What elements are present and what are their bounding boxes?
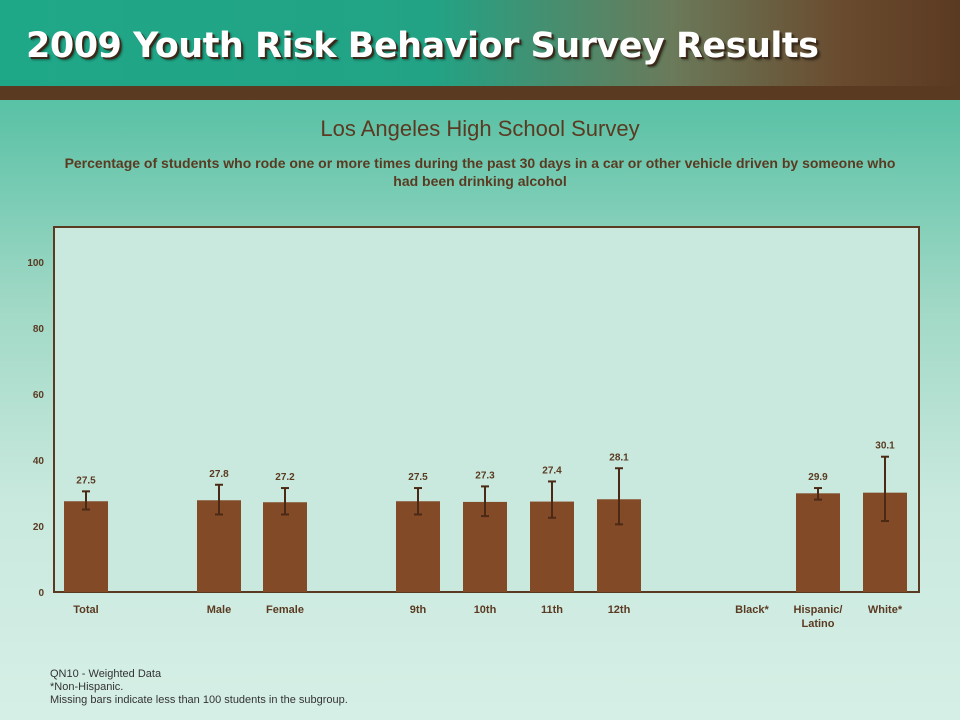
chart-title: Los Angeles High School Survey bbox=[320, 116, 640, 141]
value-label: 27.8 bbox=[209, 469, 229, 480]
bar bbox=[396, 501, 440, 592]
value-label: 28.1 bbox=[609, 452, 629, 463]
header-banner bbox=[0, 0, 960, 86]
value-label: 27.4 bbox=[542, 465, 562, 476]
x-tick-label: Total bbox=[73, 604, 98, 616]
x-tick-label: Hispanic/Latino bbox=[794, 604, 843, 630]
x-tick-label: 12th bbox=[608, 604, 631, 616]
value-label: 27.5 bbox=[76, 475, 96, 486]
y-tick-label: 80 bbox=[33, 324, 45, 335]
footnote-line: Missing bars indicate less than 100 stud… bbox=[50, 694, 348, 706]
header-underline bbox=[0, 86, 960, 100]
footnote-line: QN10 - Weighted Data bbox=[50, 668, 162, 680]
x-tick-label: White* bbox=[868, 604, 903, 616]
y-tick-label: 60 bbox=[33, 390, 45, 401]
x-tick-label: 10th bbox=[474, 604, 497, 616]
x-tick-label: Female bbox=[266, 604, 304, 616]
page-title: 2009 Youth Risk Behavior Survey Results bbox=[26, 26, 819, 66]
bar bbox=[64, 501, 108, 592]
x-tick-label: Black* bbox=[735, 604, 769, 616]
bar bbox=[796, 493, 840, 592]
value-label: 27.2 bbox=[275, 472, 295, 483]
footnotes: QN10 - Weighted Data *Non-Hispanic. Miss… bbox=[50, 668, 348, 707]
value-label: 27.5 bbox=[408, 472, 428, 483]
x-tick-label: 9th bbox=[410, 604, 427, 616]
y-tick-label: 20 bbox=[33, 522, 45, 533]
bar bbox=[263, 502, 307, 592]
x-tick-label: Male bbox=[207, 604, 231, 616]
chart-subtitle: Percentage of students who rode one or m… bbox=[64, 155, 896, 189]
value-label: 27.3 bbox=[475, 470, 495, 481]
value-label: 29.9 bbox=[808, 472, 828, 483]
bar bbox=[197, 500, 241, 592]
y-tick-label: 40 bbox=[33, 456, 45, 467]
x-tick-label: 11th bbox=[541, 604, 563, 616]
footnote-line: *Non-Hispanic. bbox=[50, 681, 124, 693]
y-tick-label: 100 bbox=[27, 258, 44, 269]
y-tick-label: 0 bbox=[38, 588, 44, 599]
value-label: 30.1 bbox=[875, 441, 895, 452]
